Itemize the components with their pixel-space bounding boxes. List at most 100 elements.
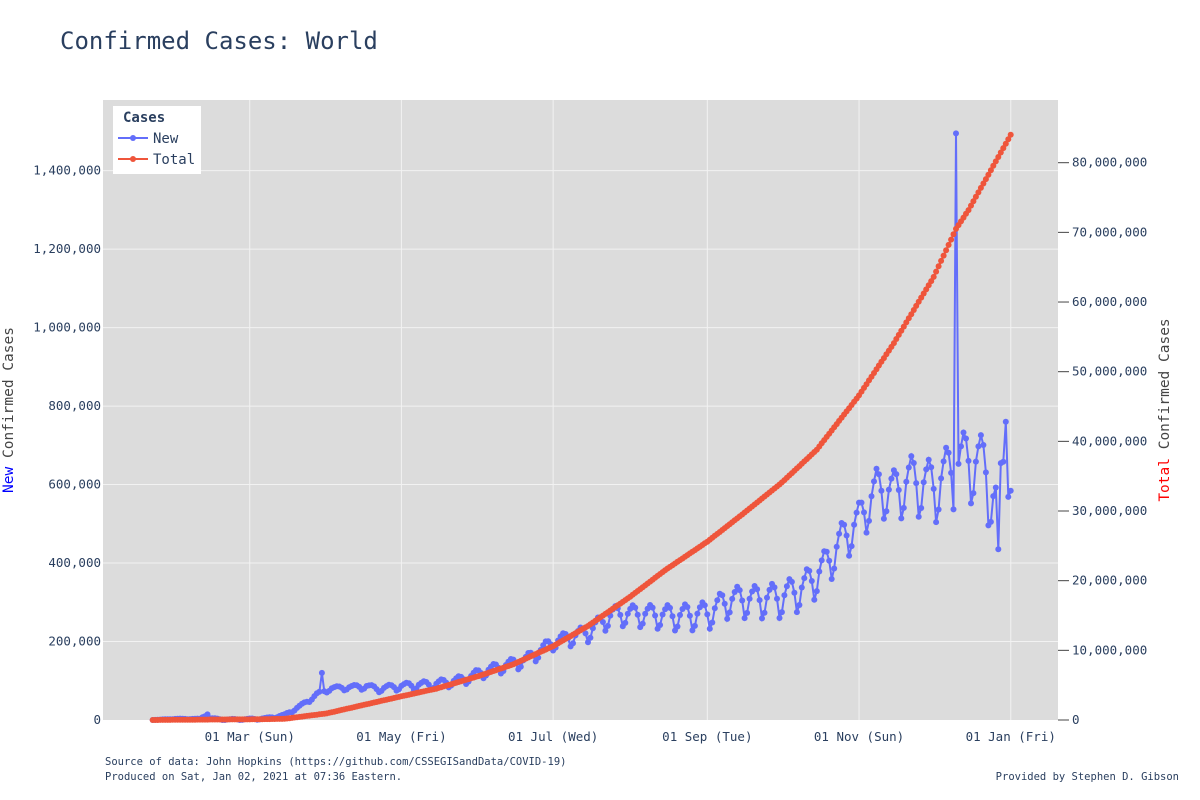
- y-right-tick-label: 20,000,000: [1072, 573, 1147, 588]
- data-point-total: [950, 231, 957, 238]
- y-right-axis-title: Total Confirmed Cases: [1157, 318, 1173, 501]
- data-point-new: [570, 640, 576, 647]
- data-point-new: [938, 475, 945, 482]
- data-point-new: [736, 587, 743, 594]
- data-point-new: [866, 517, 872, 524]
- data-point-new: [1000, 458, 1007, 465]
- data-point-new: [778, 609, 785, 616]
- data-point-new: [958, 443, 964, 450]
- data-point-new: [826, 557, 833, 564]
- data-point-total: [933, 268, 940, 275]
- data-point-new: [816, 568, 823, 575]
- data-point-new: [749, 588, 756, 595]
- data-point-new: [788, 578, 795, 585]
- data-point-new: [898, 515, 905, 522]
- y-left-tick-label: 600,000: [48, 477, 101, 492]
- data-point-new: [1005, 493, 1012, 500]
- legend[interactable]: Cases New Total: [113, 106, 201, 174]
- x-tick-label: 01 May (Fri): [356, 729, 446, 744]
- data-point-new: [669, 613, 676, 620]
- data-point-new: [761, 609, 768, 616]
- data-point-new: [741, 615, 748, 622]
- data-point-new: [783, 583, 790, 590]
- data-point-new: [604, 622, 611, 629]
- data-point-new: [880, 515, 887, 522]
- data-point-total: [1002, 140, 1009, 147]
- data-point-new: [684, 604, 691, 610]
- data-point-total: [982, 176, 989, 183]
- legend-item-new[interactable]: New: [118, 131, 179, 147]
- data-point-new: [965, 457, 972, 464]
- data-point-new: [674, 623, 681, 630]
- data-point-new: [776, 615, 783, 621]
- legend-label: Total: [153, 152, 195, 168]
- data-point-total: [1000, 145, 1007, 152]
- y-right-tick-label: 40,000,000: [1072, 433, 1147, 448]
- data-point-total: [930, 273, 937, 280]
- data-point-new: [634, 611, 641, 618]
- data-point-new: [639, 620, 646, 627]
- legend-item-total[interactable]: Total: [118, 152, 195, 168]
- data-point-new: [791, 589, 798, 596]
- y-left-tick-label: 800,000: [48, 398, 101, 413]
- legend-title: Cases: [123, 110, 165, 126]
- data-point-new: [925, 456, 932, 463]
- data-point-new: [657, 622, 664, 628]
- data-point-new: [863, 529, 870, 536]
- y-right-tick-label: 70,000,000: [1072, 224, 1147, 239]
- data-point-new: [667, 604, 673, 611]
- data-point-total: [943, 247, 950, 254]
- chart-title: Confirmed Cases: World: [60, 27, 378, 55]
- data-point-new: [918, 505, 925, 511]
- data-point-new: [948, 469, 955, 476]
- data-point-new: [833, 543, 840, 550]
- data-point-new: [801, 575, 808, 582]
- x-tick-label: 01 Sep (Tue): [662, 729, 752, 744]
- data-point-new: [813, 588, 820, 595]
- data-point-new: [652, 612, 659, 619]
- axis-layer: 0 200,000 400,000 600,000 800,000 1,000,000 1,…: [1, 155, 1173, 744]
- data-point-new: [930, 485, 937, 492]
- data-point-new: [798, 584, 805, 591]
- data-point-total: [990, 162, 997, 169]
- data-point-new: [868, 493, 875, 500]
- data-point-new: [885, 486, 892, 493]
- data-point-new: [719, 592, 726, 599]
- data-point-new: [617, 611, 624, 618]
- data-point-new: [990, 493, 997, 500]
- data-point-new: [900, 504, 907, 511]
- data-point-new: [582, 630, 589, 637]
- data-point-new: [811, 596, 818, 603]
- data-point-new: [995, 546, 1002, 553]
- data-point-new: [972, 458, 979, 465]
- data-point-total: [980, 180, 987, 187]
- data-point-new: [960, 429, 967, 436]
- data-point-new: [694, 610, 701, 617]
- data-point-new: [793, 609, 800, 616]
- y-right-tick-label: 80,000,000: [1072, 155, 1147, 170]
- x-tick-label: 01 Nov (Sun): [814, 729, 904, 744]
- data-point-new: [599, 619, 606, 625]
- data-point-new: [953, 130, 959, 137]
- data-point-new: [895, 487, 902, 493]
- data-point-new: [602, 627, 609, 634]
- data-point-new: [724, 615, 731, 622]
- data-point-total: [987, 167, 994, 174]
- data-point-total: [977, 184, 984, 191]
- data-point-new: [642, 610, 649, 617]
- data-point-new: [841, 521, 848, 528]
- data-point-new: [1002, 418, 1009, 425]
- data-point-new: [992, 484, 999, 491]
- data-point-new: [739, 597, 746, 604]
- data-point-new: [903, 478, 910, 485]
- legend-swatch-marker: [130, 135, 136, 141]
- data-point-new: [1007, 487, 1014, 494]
- data-point-new: [883, 508, 890, 515]
- series-layer: [149, 130, 1014, 723]
- data-point-new: [587, 634, 594, 641]
- data-point-new: [945, 449, 952, 456]
- data-point-new: [933, 519, 940, 526]
- data-point-new: [980, 442, 987, 448]
- produced-date-note: Produced on Sat, Jan 02, 2021 at 07:36 E…: [105, 771, 403, 783]
